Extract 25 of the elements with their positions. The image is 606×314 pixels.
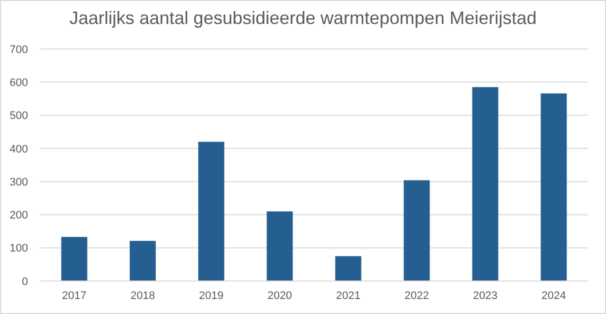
x-tick-label: 2022 [404,290,429,302]
x-tick-label: 2023 [473,290,498,302]
bar [266,211,293,281]
y-tick-label: 600 [10,76,28,89]
y-tick-label: 200 [10,210,28,222]
y-tick-label: 100 [10,242,28,255]
bar [130,240,156,281]
bar [540,93,567,281]
chart-title: Jaarlijks aantal gesubsidieerde warmtepompen Meierijstad [69,8,537,28]
x-tick-label: 2018 [130,290,155,302]
x-tick-label: 2017 [62,290,86,302]
y-tick-label: 400 [10,143,28,156]
bar [404,180,430,281]
y-tick-label: 0 [22,276,28,288]
x-tick-label: 2019 [199,290,224,302]
bar [472,87,498,281]
y-tick-label: 700 [10,44,28,56]
bar [61,236,88,281]
y-tick-label: 500 [10,110,28,122]
y-tick-label: 300 [10,176,28,188]
bar [198,142,224,281]
x-tick-label: 2020 [268,290,292,302]
x-tick-label: 2021 [336,290,360,302]
bar [335,256,362,281]
x-tick-label: 2024 [542,290,566,302]
